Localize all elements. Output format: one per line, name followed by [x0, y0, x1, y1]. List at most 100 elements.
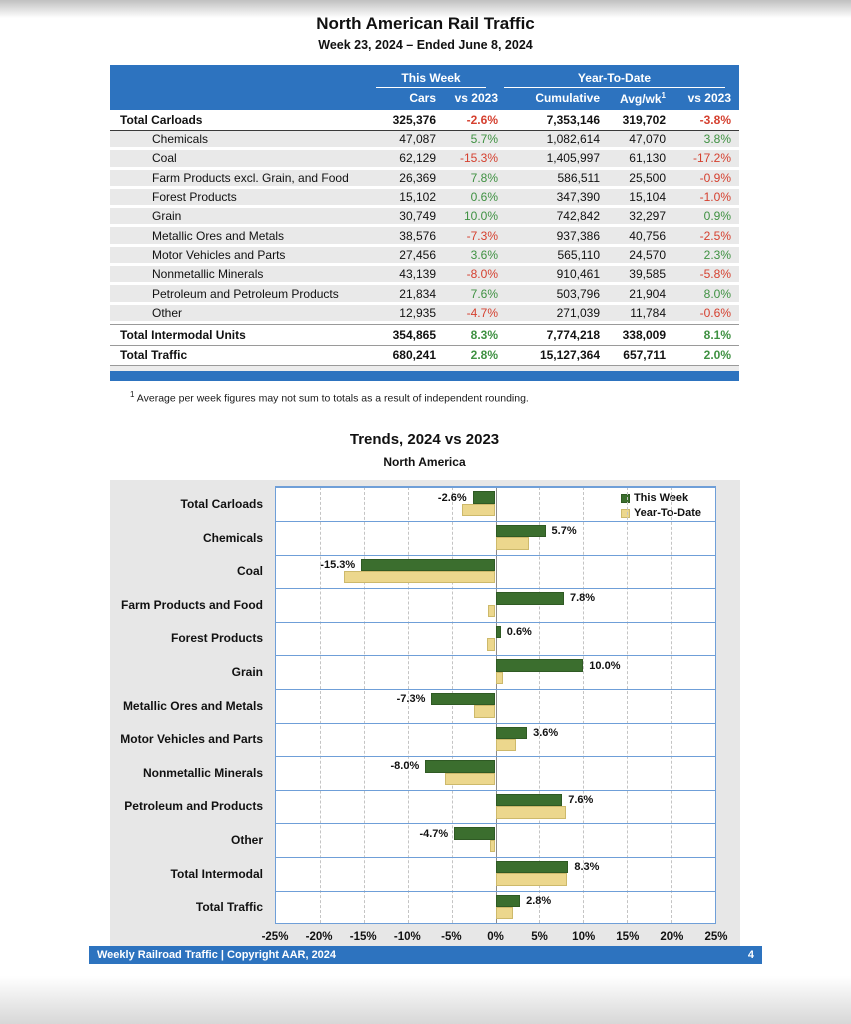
row-label: Total Carloads: [120, 113, 203, 127]
row-label: Total Traffic: [120, 348, 188, 363]
row-value: 61,130: [629, 151, 666, 166]
table-row: Other 12,935 -4.7% 271,039 11,784 -0.6%: [110, 304, 739, 324]
row-value: 325,376: [392, 113, 436, 127]
row-value: -1.0%: [699, 190, 731, 205]
row-value: 338,009: [622, 327, 666, 342]
row-value: 680,241: [392, 348, 436, 363]
row-value: 7,774,218: [546, 327, 600, 342]
table-row: Petroleum and Petroleum Products 21,834 7.…: [110, 285, 739, 305]
row-label: Grain: [152, 209, 182, 224]
row-value: -4.7%: [466, 305, 498, 320]
row-value: 2.3%: [703, 247, 731, 262]
row-label: Farm Products excl. Grain, and Food: [152, 170, 349, 185]
column-header-tw-vs-2023: vs 2023: [454, 91, 498, 105]
chart-category-label: Chemicals: [202, 530, 263, 545]
chart-plot-area-wrap: This Week Year-To-Date -2.6% 5.7% -15.3% 7.8…: [262, 486, 728, 956]
table-row: Total Carloads 325,376 -2.6% 7,353,146 319,7…: [110, 110, 739, 131]
table-row: Coal 62,129 -15.3% 1,405,997 61,130 -17.2%: [110, 150, 739, 170]
x-axis-tick-label: 15%: [616, 930, 640, 943]
chart-row: 8.3%: [276, 857, 715, 891]
table-header: This Week Year-To-Date Cars vs 2023 Cumu…: [110, 65, 739, 110]
page-title: North American Rail Traffic: [316, 14, 535, 33]
table-row: Farm Products excl. Grain, and Food 26,36…: [110, 169, 739, 189]
chart-legend: This Week Year-To-Date: [620, 492, 701, 520]
year-to-date-bar: [495, 873, 567, 886]
legend-label: Year-To-Date: [633, 507, 701, 520]
footer-bar: Weekly Railroad Traffic | Copyright AAR,…: [89, 946, 762, 964]
chart-category-label: Total Intermodal: [170, 866, 263, 881]
year-to-date-bar: [495, 537, 529, 550]
row-value: 1,405,997: [546, 151, 600, 166]
chart-row: 5.7%: [276, 521, 715, 555]
row-value: 12,935: [399, 305, 436, 320]
row-label: Nonmetallic Minerals: [152, 267, 264, 282]
gridline: [671, 487, 673, 923]
row-value: 47,087: [399, 132, 436, 147]
row-label: Motor Vehicles and Parts: [152, 247, 286, 262]
column-header-cumulative: Cumulative: [535, 91, 600, 105]
x-axis-tick-label: 0%: [487, 930, 504, 943]
x-axis-tick-label: 10%: [572, 930, 596, 943]
row-value: 937,386: [556, 228, 600, 243]
year-to-date-bar: [344, 570, 496, 584]
row-value: 5.7%: [470, 132, 498, 147]
chart-row: -8.0%: [276, 756, 715, 790]
chart-subtitle: North America: [383, 455, 466, 470]
table-footnote: 1 Average per week figures may not sum t…: [130, 389, 529, 405]
x-axis-tick-label: -5%: [441, 930, 462, 943]
row-value: 7.8%: [470, 170, 498, 185]
row-value: 0.9%: [703, 209, 731, 224]
row-value: 742,842: [556, 209, 600, 224]
x-axis-tick-label: 5%: [531, 930, 548, 943]
chart-row: 2.8%: [276, 890, 715, 925]
row-value: 3.6%: [470, 247, 498, 262]
bar-value-label: 7.6%: [568, 793, 594, 806]
trends-bar-chart: Total Carloads Chemicals Coal Farm Products…: [110, 480, 740, 957]
row-value: 319,702: [622, 113, 666, 127]
row-value: 27,456: [399, 247, 436, 262]
row-value: 47,070: [629, 132, 666, 147]
legend-label: This Week: [633, 492, 689, 505]
page-subtitle: Week 23, 2024 – Ended June 8, 2024: [318, 38, 533, 52]
year-to-date-bar: [473, 705, 496, 718]
row-value: 657,711: [623, 348, 666, 363]
row-value: 11,784: [630, 305, 666, 320]
row-value: 39,585: [629, 267, 666, 282]
table-row: Forest Products 15,102 0.6% 347,390 15,104 -1…: [110, 188, 739, 209]
x-axis-tick-label: -25%: [261, 930, 289, 943]
zero-line: [495, 487, 497, 923]
this-week-bar: [361, 558, 496, 571]
this-week-bar: [495, 659, 584, 672]
row-value: -7.3%: [466, 228, 498, 243]
row-value: 7,353,146: [546, 113, 600, 127]
chart-category-label: Other: [230, 832, 263, 847]
legend-swatch: [620, 508, 630, 518]
x-axis-tick-label: 25%: [704, 930, 728, 943]
bar-value-label: 3.6%: [533, 726, 559, 739]
row-value: -2.5%: [699, 228, 731, 243]
row-value: 1,082,614: [546, 132, 600, 147]
row-value: 30,749: [399, 209, 436, 224]
bar-value-label: -2.6%: [437, 491, 467, 504]
this-week-bar: [495, 524, 546, 538]
legend-swatch: [620, 493, 630, 503]
chart-x-axis: -25% -20% -15% -10% -5% 0% 5% 10% 15% 20% 25%: [262, 924, 728, 950]
row-value: 25,500: [629, 170, 666, 185]
row-value: -15.3%: [459, 151, 498, 166]
gridline: [583, 487, 585, 923]
column-header-avg-wk: Avg/wk1: [619, 91, 666, 106]
row-value: 347,390: [556, 190, 600, 205]
row-value: 40,756: [629, 228, 666, 243]
row-value: -0.6%: [699, 305, 731, 320]
row-value: 10.0%: [463, 209, 498, 224]
row-value: 910,461: [556, 267, 600, 282]
gridline: [319, 487, 321, 923]
chart-row: 0.6%: [276, 621, 715, 656]
column-header-ytd-vs-2023: vs 2023: [687, 91, 731, 105]
chart-plot-area: This Week Year-To-Date -2.6% 5.7% -15.3% 7.8…: [275, 486, 716, 924]
table-bottom-bar: [110, 370, 739, 381]
row-value: 32,297: [629, 209, 666, 224]
year-to-date-bar: [495, 906, 514, 920]
row-value: 8.1%: [703, 327, 731, 342]
row-value: 21,834: [399, 286, 436, 301]
